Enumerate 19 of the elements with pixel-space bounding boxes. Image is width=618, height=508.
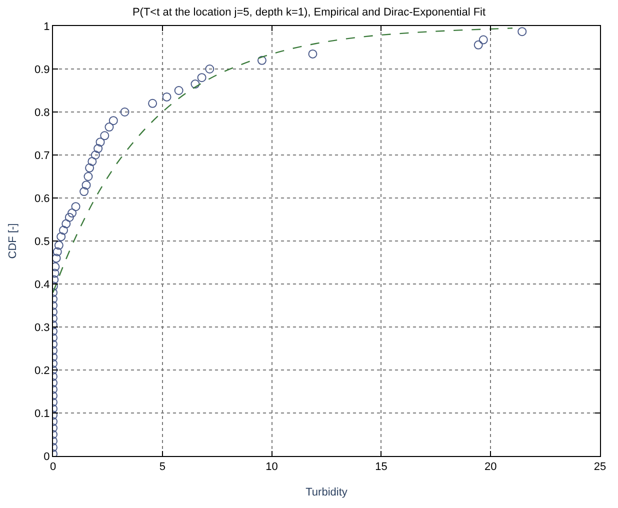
- x-tick-label: 10: [266, 461, 278, 474]
- y-tick-label: 0.4: [34, 278, 50, 291]
- y-tick-label: 0.1: [34, 408, 50, 420]
- x-tick-label: 5: [159, 461, 166, 474]
- y-tick-label: 0.2: [34, 364, 50, 377]
- chart-title: P(T<t at the location j=5, depth k=1), Empirical and Dirac-Exponential Fit: [132, 6, 486, 18]
- x-tick-label: 15: [375, 461, 388, 474]
- y-axis-title: CDF [-]: [7, 223, 20, 259]
- y-tick-label: 0.9: [34, 64, 50, 76]
- y-tick-label: 0.6: [34, 192, 50, 205]
- x-tick-label: 20: [484, 461, 497, 474]
- x-axis-title: Turbidity: [306, 486, 348, 498]
- x-tick-label: 25: [594, 461, 606, 474]
- y-tick-label: 0: [44, 450, 50, 463]
- y-tick-label: 0.5: [34, 236, 50, 248]
- y-tick-label: 1: [44, 20, 50, 33]
- y-tick-label: 0.3: [34, 322, 50, 334]
- y-tick-label: 0.7: [34, 150, 50, 162]
- y-tick-label: 0.8: [34, 106, 50, 119]
